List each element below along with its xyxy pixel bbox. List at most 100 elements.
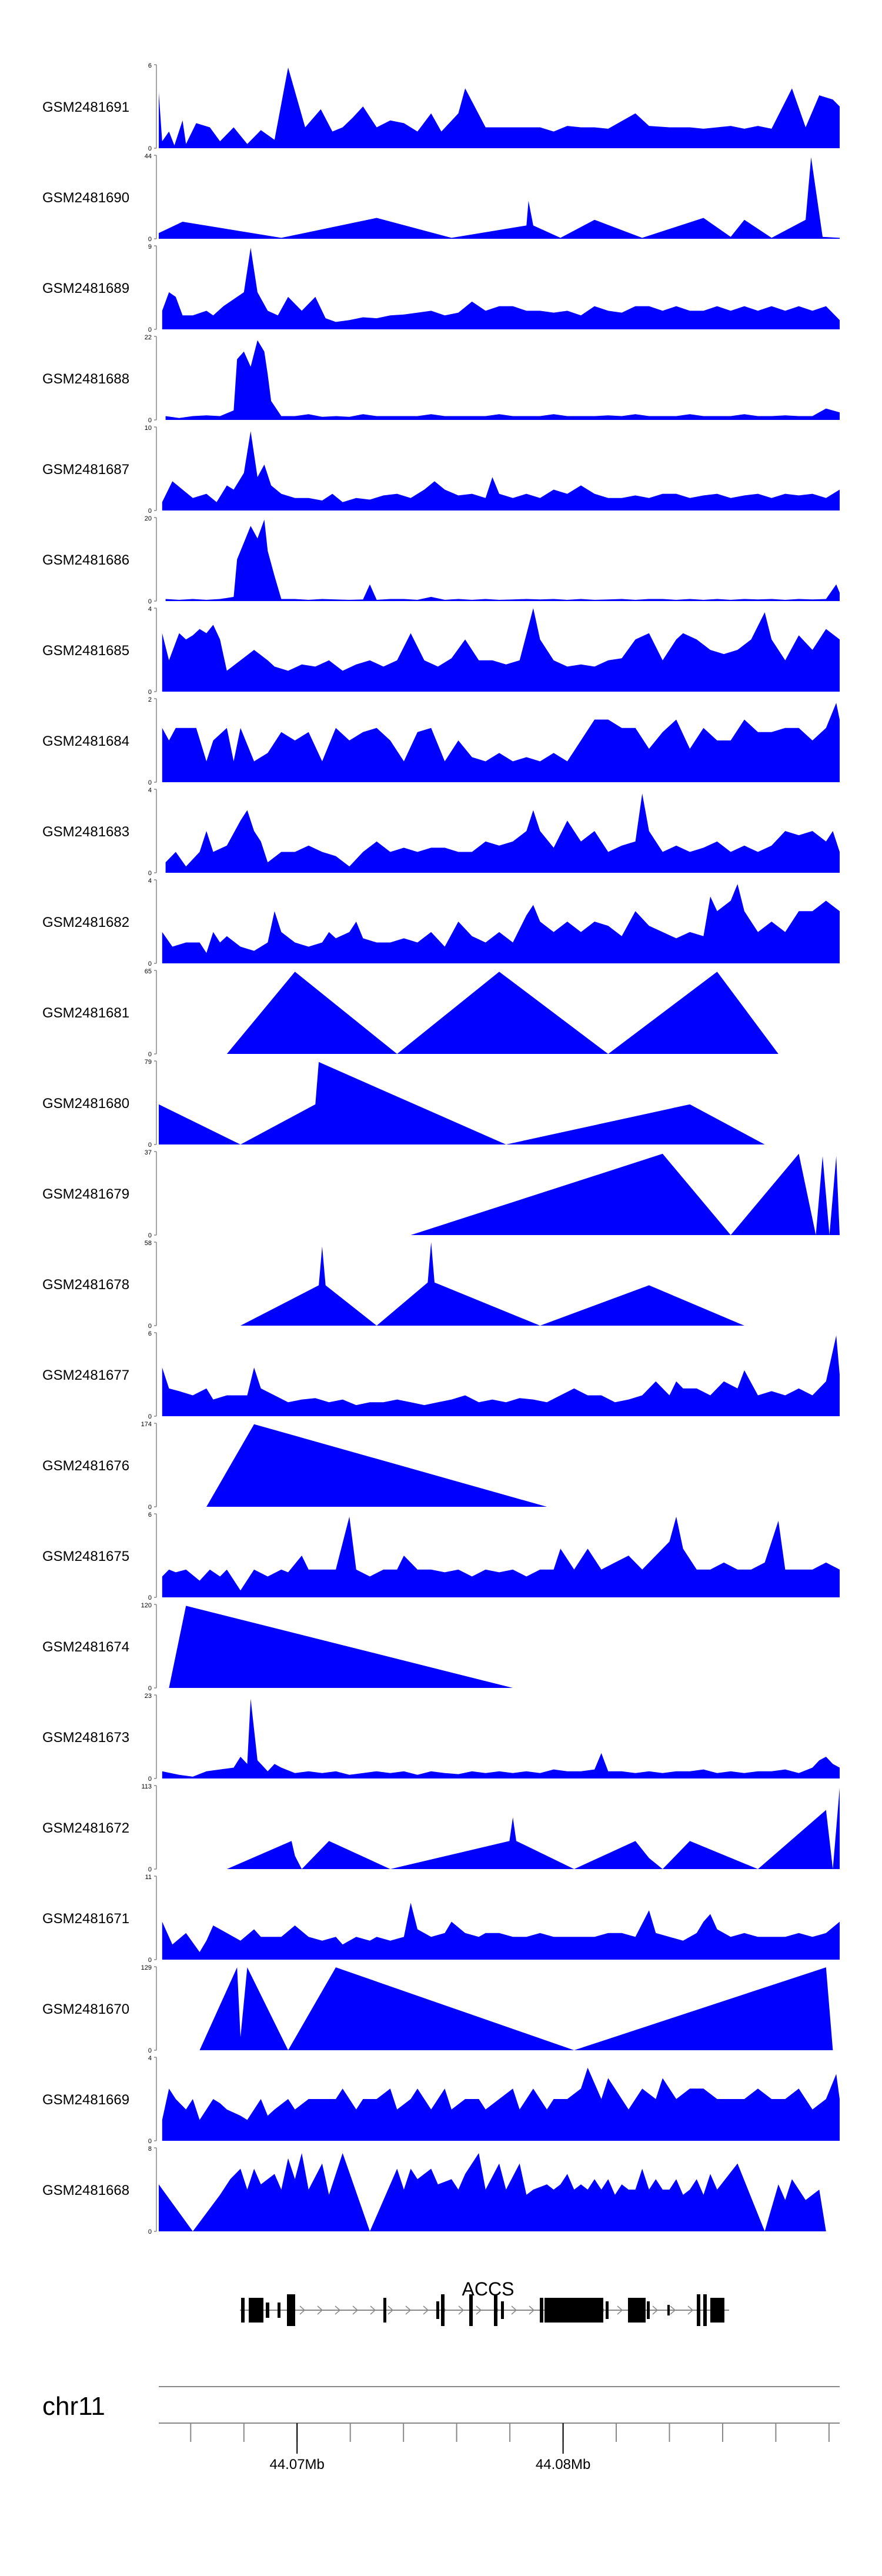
y-min-label: 0 xyxy=(148,1323,152,1330)
track-GSM2481676: GSM2481676 174 0 xyxy=(42,1421,547,1511)
strand-arrow xyxy=(458,2305,465,2315)
y-max-label: 6 xyxy=(148,62,152,69)
y-min-label: 0 xyxy=(148,1142,152,1149)
y-max-label: 174 xyxy=(141,1421,152,1428)
track-label: GSM2481683 xyxy=(42,824,129,840)
track-GSM2481673: GSM2481673 23 0 xyxy=(42,1693,840,1783)
coverage-area xyxy=(159,157,840,239)
track-label: GSM2481678 xyxy=(42,1277,129,1293)
strand-arrow xyxy=(352,2305,359,2315)
coverage-area xyxy=(226,972,779,1054)
coverage-area xyxy=(159,1062,765,1144)
axis-ticks xyxy=(190,2423,830,2454)
y-min-label: 0 xyxy=(148,1413,152,1420)
exon xyxy=(628,2298,646,2323)
y-max-label: 4 xyxy=(148,2055,152,2062)
tracks-layer: GSM248169160GSM2481690440GSM248168990GSM… xyxy=(42,62,840,2235)
track-GSM2481685: GSM2481685 4 0 xyxy=(42,606,840,696)
tick-label-44-08mb: 44.08Mb xyxy=(536,2457,590,2472)
track-label: GSM2481672 xyxy=(42,1820,129,1836)
track-label: GSM2481687 xyxy=(42,462,129,478)
y-max-label: 4 xyxy=(148,877,152,885)
track-label: GSM2481669 xyxy=(42,2092,129,2108)
track-GSM2481681: GSM2481681 65 0 xyxy=(42,968,779,1058)
gene-model-accs: ACCS xyxy=(240,2278,729,2326)
y-min-label: 0 xyxy=(148,689,152,696)
y-min-label: 0 xyxy=(148,2047,152,2054)
strand-arrow xyxy=(317,2305,323,2315)
y-min-label: 0 xyxy=(148,2138,152,2145)
y-min-label: 0 xyxy=(148,1776,152,1783)
y-min-label: 0 xyxy=(148,236,152,243)
strand-arrow xyxy=(299,2305,306,2315)
track-label: GSM2481688 xyxy=(42,371,129,387)
y-max-label: 4 xyxy=(148,787,152,794)
coverage-area xyxy=(199,1967,833,2050)
track-label: GSM2481684 xyxy=(42,733,129,749)
y-max-label: 4 xyxy=(148,606,152,613)
y-min-label: 0 xyxy=(148,1504,152,1511)
track-GSM2481689: GSM2481689 9 0 xyxy=(42,243,840,333)
y-min-label: 0 xyxy=(148,1866,152,1873)
chromosome-label: chr11 xyxy=(42,2392,105,2421)
y-min-label: 0 xyxy=(148,960,152,967)
genome-axis: chr11 44.07Mb 44.08Mb xyxy=(42,2386,840,2472)
strand-arrow xyxy=(529,2305,535,2315)
coverage-area xyxy=(162,248,840,329)
y-min-label: 0 xyxy=(148,1594,152,1601)
exon xyxy=(287,2294,295,2326)
y-max-label: 22 xyxy=(145,334,152,341)
exon xyxy=(544,2298,603,2323)
y-max-label: 8 xyxy=(148,2145,152,2153)
track-GSM2481678: GSM2481678 58 0 xyxy=(42,1240,744,1330)
coverage-area xyxy=(162,1903,840,1960)
coverage-area xyxy=(159,2153,826,2231)
track-GSM2481679: GSM2481679 37 0 xyxy=(42,1149,840,1239)
y-max-label: 113 xyxy=(141,1783,152,1790)
track-GSM2481670: GSM2481670 129 0 xyxy=(42,1964,833,2054)
track-GSM2481680: GSM2481680 79 0 xyxy=(42,1059,765,1149)
strand-arrow xyxy=(405,2305,412,2315)
track-label: GSM2481691 xyxy=(42,99,129,115)
strand-arrow xyxy=(370,2305,376,2315)
strand-arrow xyxy=(617,2305,623,2315)
track-GSM2481690: GSM2481690 44 0 xyxy=(42,153,840,243)
track-label: GSM2481686 xyxy=(42,552,129,568)
track-label: GSM2481668 xyxy=(42,2183,129,2198)
exon xyxy=(494,2294,497,2326)
y-min-label: 0 xyxy=(148,145,152,152)
track-GSM2481691: GSM2481691 6 0 xyxy=(42,62,840,152)
y-max-label: 37 xyxy=(145,1149,152,1156)
exon xyxy=(647,2301,650,2319)
y-max-label: 79 xyxy=(145,1059,152,1066)
gene-exons xyxy=(241,2294,724,2326)
y-min-label: 0 xyxy=(148,1685,152,1692)
track-GSM2481687: GSM2481687 10 0 xyxy=(42,425,840,515)
track-GSM2481684: GSM2481684 2 0 xyxy=(42,696,840,786)
exon xyxy=(540,2298,543,2323)
exon xyxy=(441,2294,445,2326)
track-label: GSM2481682 xyxy=(42,915,129,930)
exon xyxy=(667,2305,670,2315)
coverage-area xyxy=(165,340,840,420)
y-max-label: 6 xyxy=(148,1511,152,1519)
strand-arrow xyxy=(670,2305,676,2315)
exon xyxy=(703,2294,707,2326)
coverage-area xyxy=(410,1153,840,1235)
y-min-label: 0 xyxy=(148,598,152,605)
y-min-label: 0 xyxy=(148,417,152,424)
y-max-label: 58 xyxy=(145,1240,152,1247)
y-max-label: 23 xyxy=(145,1693,152,1700)
track-GSM2481677: GSM2481677 6 0 xyxy=(42,1330,840,1420)
exon xyxy=(606,2301,609,2319)
track-GSM2481683: GSM2481683 4 0 xyxy=(42,787,840,877)
coverage-area xyxy=(206,1424,547,1507)
coverage-area xyxy=(162,1516,840,1597)
coverage-area xyxy=(240,1242,744,1326)
coverage-area xyxy=(162,884,840,963)
coverage-area xyxy=(162,2067,840,2141)
exon xyxy=(710,2298,724,2323)
track-GSM2481668: GSM2481668 8 0 xyxy=(42,2145,826,2235)
tick-label-44-07mb: 44.07Mb xyxy=(269,2457,324,2472)
